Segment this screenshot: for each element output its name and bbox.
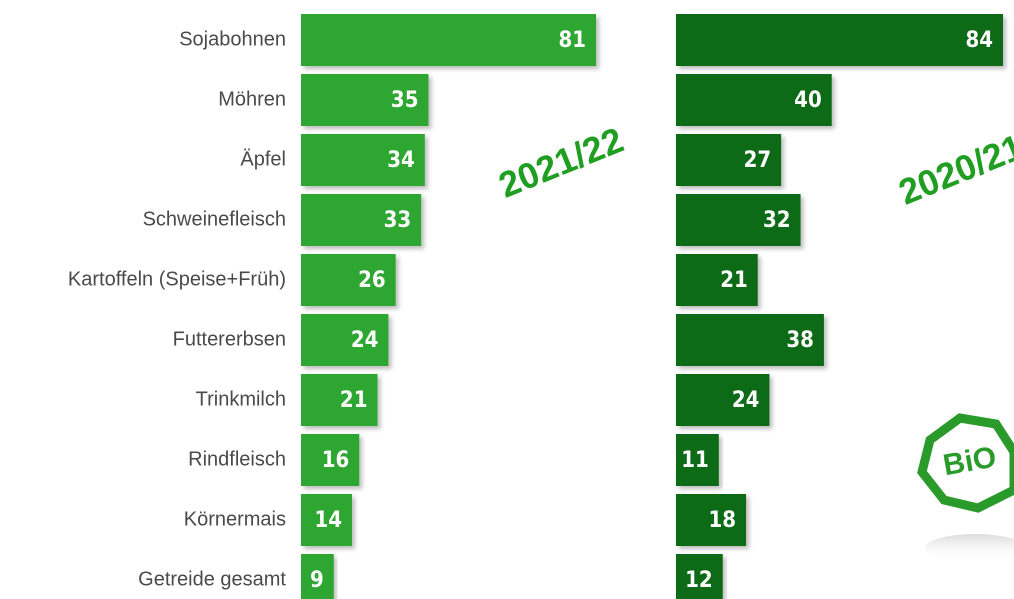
value-label: 38 [786, 328, 814, 353]
bar [676, 14, 1004, 66]
series-label: 2021/22 [493, 119, 629, 206]
category-label: Futtererbsen [173, 328, 286, 350]
bar [301, 554, 334, 599]
bar [676, 374, 770, 426]
bar [301, 374, 378, 426]
value-label: 21 [340, 388, 368, 413]
category-label: Getreide gesamt [138, 568, 286, 590]
bar [301, 314, 389, 366]
bar [301, 254, 396, 306]
category-label: Schweinefleisch [143, 208, 286, 230]
value-label: 24 [351, 328, 379, 353]
bar [676, 554, 723, 599]
category-label: Rindfleisch [188, 448, 286, 470]
bar [676, 134, 782, 186]
bio-logo: BiO [917, 413, 1014, 562]
value-label: 9 [310, 568, 324, 593]
bar [301, 74, 429, 126]
value-label: 11 [681, 448, 709, 473]
value-label: 18 [709, 508, 737, 533]
category-label: Kartoffeln (Speise+Früh) [68, 268, 286, 290]
value-label: 33 [384, 208, 412, 233]
bar [301, 14, 597, 66]
category-label: Körnermais [184, 508, 286, 530]
bar [676, 434, 719, 486]
bar [676, 194, 801, 246]
value-label: 40 [794, 88, 822, 113]
logo-hexagon [917, 413, 1014, 513]
bar [301, 434, 360, 486]
value-label: 81 [558, 28, 586, 53]
category-label: Möhren [218, 88, 286, 110]
value-label: 12 [685, 568, 713, 593]
value-label: 32 [763, 208, 791, 233]
value-label: 14 [314, 508, 342, 533]
bar [676, 494, 747, 546]
value-label: 16 [322, 448, 350, 473]
bar [676, 74, 832, 126]
value-label: 24 [732, 388, 760, 413]
series-label: 2020/21 [893, 126, 1014, 213]
value-label: 21 [720, 268, 748, 293]
value-label: 84 [965, 28, 993, 53]
bar [301, 194, 422, 246]
logo-reflection [925, 534, 1014, 562]
category-label: Sojabohnen [179, 28, 286, 50]
bar [301, 134, 425, 186]
value-label: 34 [387, 148, 415, 173]
category-label: Trinkmilch [196, 388, 286, 410]
value-label: 26 [358, 268, 386, 293]
category-label: Äpfel [240, 148, 286, 170]
value-label: 27 [744, 148, 772, 173]
value-label: 35 [391, 88, 419, 113]
bar [676, 314, 824, 366]
bar [301, 494, 352, 546]
bar [676, 254, 758, 306]
